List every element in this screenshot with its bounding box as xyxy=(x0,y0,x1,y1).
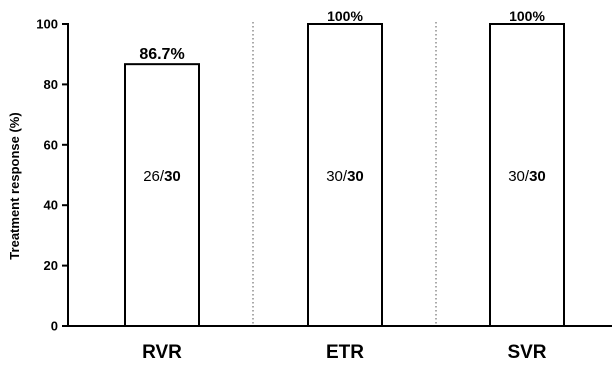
y-tick-label: 40 xyxy=(44,198,58,213)
bar-rvr xyxy=(124,63,200,328)
bar-count-label: 30/30 xyxy=(326,168,364,185)
y-axis-label: Treatment response (%) xyxy=(7,112,22,259)
bar-etr xyxy=(307,23,383,327)
y-tick-label: 0 xyxy=(51,319,58,334)
bar-count-label: 26/30 xyxy=(143,168,181,185)
y-tick-label: 60 xyxy=(44,137,58,152)
bar-count-label: 30/30 xyxy=(508,168,546,185)
y-tick-label: 80 xyxy=(44,77,58,92)
bar-svr xyxy=(489,23,565,327)
bar-value-label: 86.7% xyxy=(139,46,184,63)
bar-value-label: 100% xyxy=(509,8,545,24)
y-tick-label: 20 xyxy=(44,258,58,273)
plot-area: 0 20 40 60 80 100 86.7% 26/30 RVR 100% 30/30 ETR 100… xyxy=(36,8,612,363)
bar-value-label: 100% xyxy=(327,8,363,24)
x-category-label: ETR xyxy=(326,342,364,363)
x-category-label: SVR xyxy=(507,342,546,363)
x-category-label: RVR xyxy=(142,342,182,363)
y-tick-label: 100 xyxy=(36,17,58,32)
